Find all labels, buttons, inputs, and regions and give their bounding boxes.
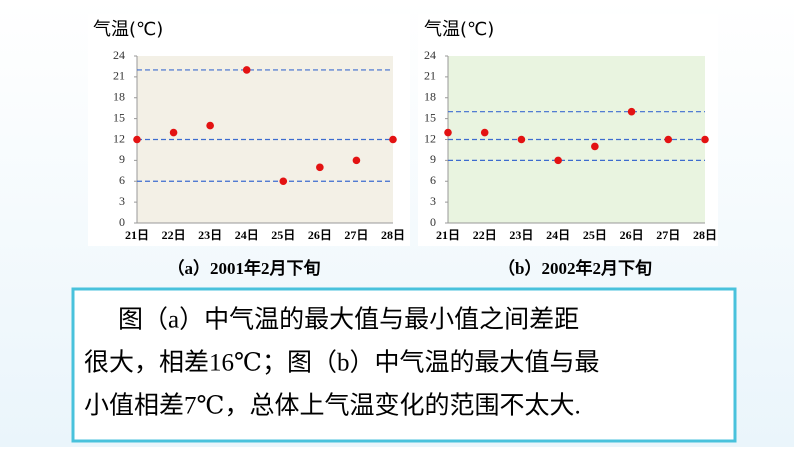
point (316, 163, 324, 172)
y-tick-label: 9 (430, 152, 436, 166)
point (444, 128, 452, 137)
point (554, 156, 562, 165)
point (517, 135, 526, 144)
y-tick-label: 18 (424, 90, 436, 104)
y-tick-label: 21 (424, 69, 436, 83)
x-tick-label: 21日 (436, 228, 460, 242)
paragraph-line: 图（a）中气温的最大值与最小值之间差距 (118, 306, 579, 334)
x-tick-label: 23日 (509, 228, 533, 242)
x-tick-label: 21日 (125, 228, 149, 242)
y-tick-label: 24 (113, 48, 125, 62)
x-tick-label: 27日 (656, 228, 680, 242)
y-tick-label: 15 (424, 110, 436, 124)
x-tick-label: 27日 (344, 228, 368, 242)
y-tick-label: 0 (119, 215, 125, 229)
x-tick-label: 28日 (693, 228, 717, 242)
chart-caption: （b）2002年2月下旬 (498, 258, 652, 278)
y-axis-label: 气温(℃) (424, 19, 494, 40)
y-tick-label: 3 (119, 194, 125, 208)
y-tick-label: 0 (430, 215, 436, 229)
x-tick-label: 24日 (235, 228, 259, 242)
text-box (71, 287, 737, 443)
point (279, 177, 288, 186)
point (169, 128, 178, 137)
chart-caption: （a）2001年2月下旬 (168, 258, 321, 278)
y-tick-label: 3 (430, 194, 436, 208)
point (133, 135, 141, 144)
x-tick-label: 25日 (271, 228, 295, 242)
point (242, 66, 251, 74)
point (352, 156, 361, 165)
x-tick-label: 24日 (546, 228, 570, 242)
x-tick-label: 23日 (198, 228, 222, 242)
point (591, 142, 599, 151)
point (206, 121, 214, 130)
point (701, 135, 709, 144)
y-tick-label: 6 (430, 173, 436, 187)
y-tick-label: 18 (113, 90, 125, 104)
y-tick-label: 24 (424, 48, 436, 62)
point (627, 107, 636, 116)
point (664, 135, 673, 144)
y-tick-label: 6 (119, 173, 125, 187)
x-tick-label: 22日 (162, 228, 186, 242)
y-tick-label: 21 (113, 69, 125, 83)
x-tick-label: 26日 (308, 228, 332, 242)
point (389, 135, 397, 144)
x-tick-label: 26日 (620, 228, 644, 242)
y-axis-label: 气温(℃) (93, 19, 163, 40)
point (480, 128, 489, 137)
paragraph-line: 很大，相差16℃；图（b）中气温的最大值与最 (84, 349, 599, 377)
x-tick-label: 22日 (473, 228, 497, 242)
paragraph-line: 小值相差7℃，总体上气温变化的范围不太大. (84, 392, 581, 420)
x-tick-label: 25日 (583, 228, 607, 242)
x-tick-label: 28日 (381, 228, 405, 242)
y-tick-label: 15 (113, 110, 125, 124)
y-tick-label: 9 (119, 152, 125, 166)
y-tick-label: 12 (424, 131, 436, 145)
y-tick-label: 12 (113, 131, 125, 145)
